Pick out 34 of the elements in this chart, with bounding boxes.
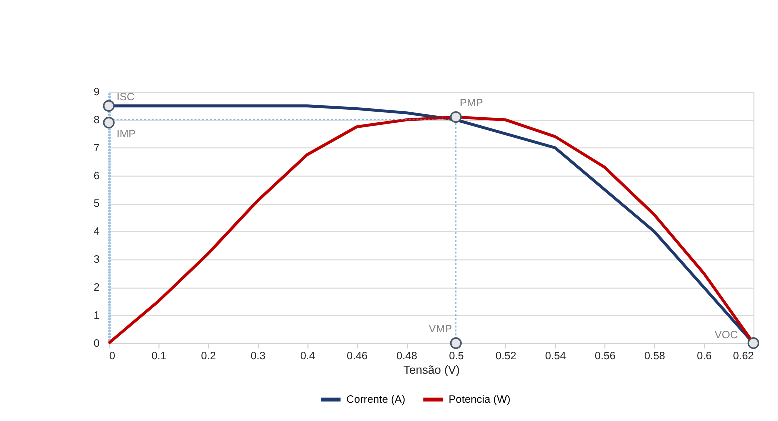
y-tick-label: 2 [94,282,100,294]
legend-label: Potencia (W) [448,394,511,406]
y-tick-label: 5 [94,198,100,210]
x-tick-label: 0.46 [347,350,368,362]
y-tick-label: 1 [94,310,100,322]
point [103,100,115,112]
x-tick-label: 0.3 [250,350,266,362]
annotation: PMP [460,98,484,110]
y-tick-label: 6 [94,170,100,182]
annotation: ISC [116,91,135,104]
x-tick-label: 0.5 [449,350,464,362]
x-tick-label: 0.1 [152,350,167,362]
annotation: IMP [116,128,136,140]
y-tick-label: 4 [94,226,100,238]
point [748,338,760,350]
x-tick-label: 0.58 [644,350,666,362]
x-tick-label: 0.54 [545,350,566,362]
x-tick-label: 0.48 [396,350,418,362]
legend-label: Corrente (A) [346,394,406,406]
x-tick-label: 0.4 [300,350,316,362]
y-tick-label: 0 [94,338,100,350]
x-tick-label: 0 [110,350,116,362]
y-tick-label: 3 [94,254,100,266]
x-tick-label: 0.52 [496,350,517,362]
x-tick-label: 0.2 [201,350,216,362]
x-tick-label: 0.56 [594,350,616,362]
annotation: VMP [429,324,452,336]
x-axis-title: Tensão (V) [404,364,460,378]
x-tick-label: 0.6 [697,350,712,362]
y-tick-label: 7 [94,142,100,154]
y-tick-label: 8 [94,114,100,126]
annotation: VOC [714,330,738,342]
y-tick-label: 9 [94,86,100,99]
x-tick-label: 0.62 [733,350,754,362]
